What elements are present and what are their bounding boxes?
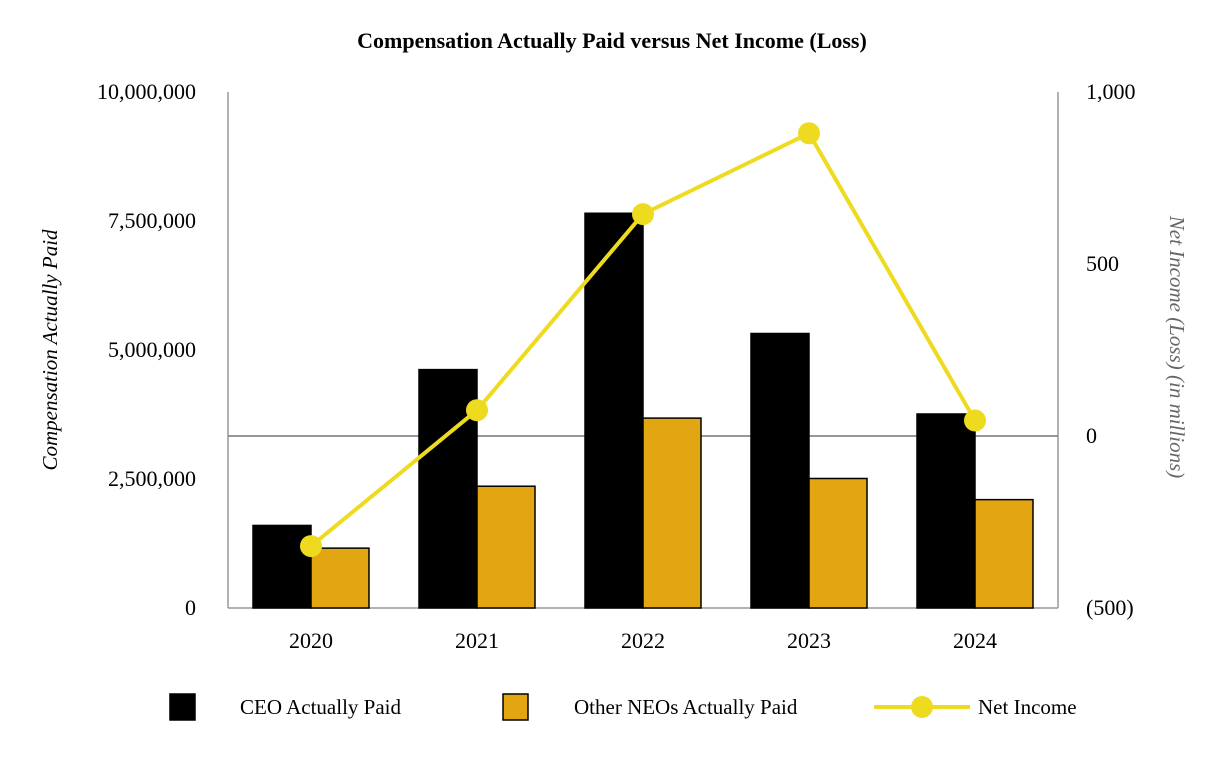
legend-swatch-net-income-marker <box>911 696 933 718</box>
right-tick-label: 0 <box>1086 423 1097 448</box>
net-income-point-2024 <box>964 409 986 432</box>
chart-title: Compensation Actually Paid versus Net In… <box>357 28 867 53</box>
left-tick-label: 5,000,000 <box>108 337 196 362</box>
left-tick-label: 7,500,000 <box>108 208 196 233</box>
left-tick-label: 0 <box>185 595 196 620</box>
x-tick-label: 2022 <box>621 628 665 653</box>
bar-other-neos-2023 <box>808 477 868 609</box>
bar-other-neos-2021 <box>476 485 536 609</box>
legend-label-net-income: Net Income <box>978 695 1077 719</box>
net-income-point-2022 <box>632 203 654 226</box>
x-tick-label: 2020 <box>289 628 333 653</box>
left-tick-label: 10,000,000 <box>97 79 196 104</box>
bar-other-neos-2022 <box>642 417 702 609</box>
legend-label-ceo: CEO Actually Paid <box>240 695 401 719</box>
bar-ceo-2020 <box>252 524 312 609</box>
left-tick-label: 2,500,000 <box>108 466 196 491</box>
legend: CEO Actually Paid Other NEOs Actually Pai… <box>169 693 1077 721</box>
bar-ceo-2023 <box>750 332 810 609</box>
right-axis-label: Net Income (Loss) (in millions) <box>1165 215 1189 478</box>
net-income-point-2021 <box>466 399 488 422</box>
plot-area: 0 2,500,000 5,000,000 7,500,000 10,000,000 (5… <box>97 79 1136 653</box>
x-tick-label: 2023 <box>787 628 831 653</box>
bar-ceo-2022 <box>584 212 644 609</box>
x-tick-label: 2021 <box>455 628 499 653</box>
net-income-point-2020 <box>300 535 322 558</box>
bar-other-neos-2024 <box>974 498 1034 609</box>
x-tick-label: 2024 <box>953 628 997 653</box>
bar-other-neos-2020 <box>310 547 370 609</box>
legend-swatch-other-neos <box>502 693 529 721</box>
right-tick-label: 500 <box>1086 251 1119 276</box>
legend-swatch-ceo <box>169 693 196 721</box>
right-tick-label: (500) <box>1086 595 1134 620</box>
left-axis-label: Compensation Actually Paid <box>38 229 62 471</box>
net-income-point-2023 <box>798 122 820 145</box>
bar-ceo-2024 <box>916 413 976 609</box>
right-tick-label: 1,000 <box>1086 79 1136 104</box>
legend-label-other-neos: Other NEOs Actually Paid <box>574 695 798 719</box>
